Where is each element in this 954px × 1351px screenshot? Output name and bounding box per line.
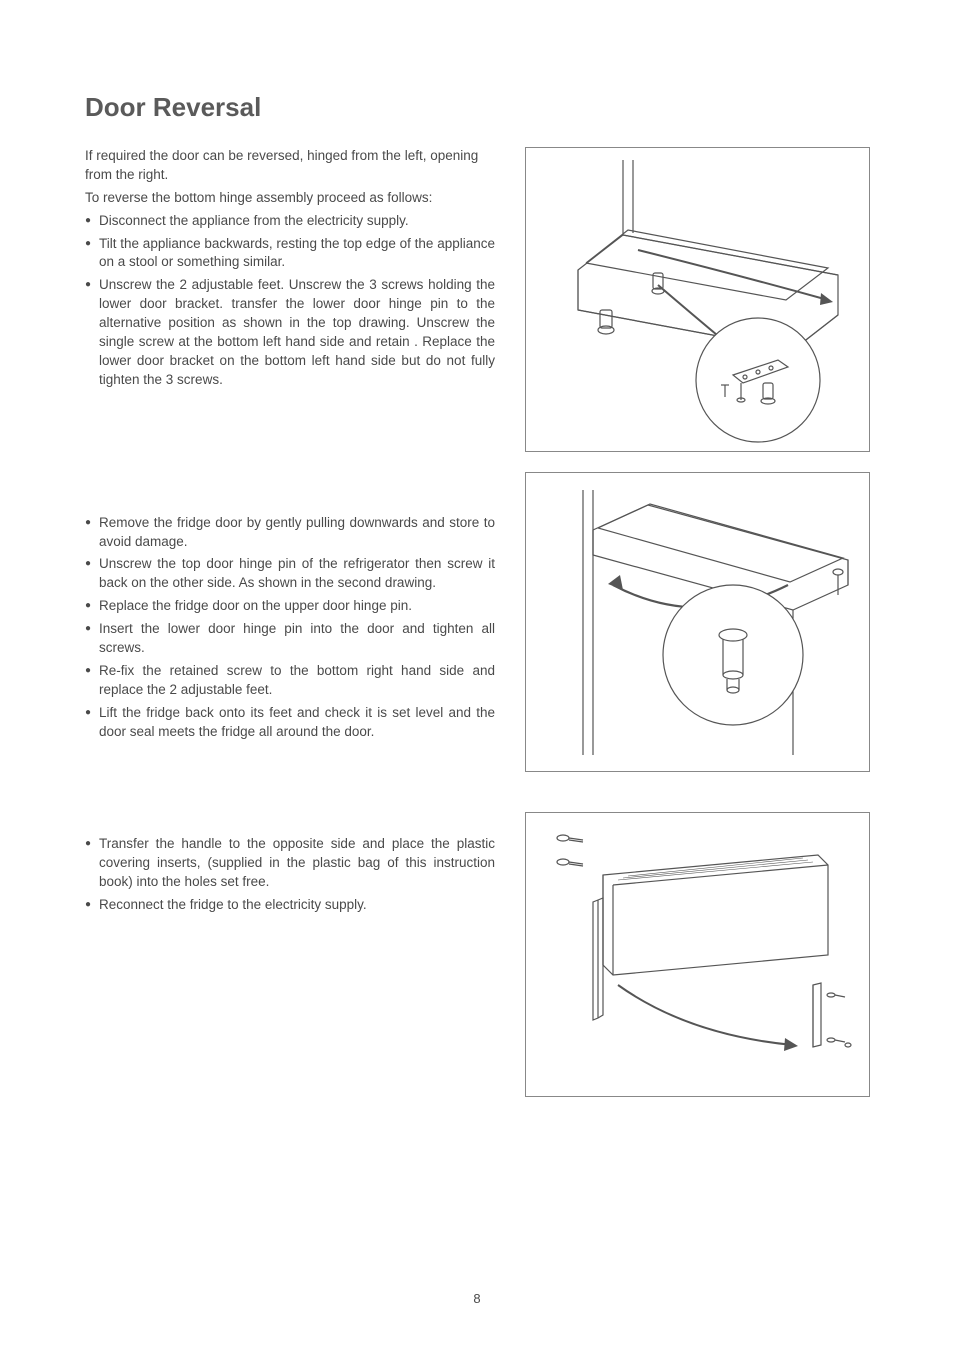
list-item: Unscrew the top door hinge pin of the re… [85,555,495,593]
content-area: If required the door can be reversed, hi… [85,147,869,1117]
left-column: If required the door can be reversed, hi… [85,147,495,1117]
bullet-list-3: Transfer the handle to the opposite side… [85,835,495,915]
figure-handle-transfer [525,812,870,1097]
bullet-list-2: Remove the fridge door by gently pulling… [85,514,495,742]
list-item: Reconnect the fridge to the electricity … [85,896,495,915]
list-item: Re-fix the retained screw to the bottom … [85,662,495,700]
page-title: Door Reversal [85,92,869,123]
list-item: Replace the fridge door on the upper doo… [85,597,495,616]
page-number: 8 [473,1291,480,1306]
bullet-list-1: Disconnect the appliance from the electr… [85,212,495,390]
list-item: Disconnect the appliance from the electr… [85,212,495,231]
intro-2: To reverse the bottom hinge assembly pro… [85,189,495,208]
list-item: Unscrew the 2 adjustable feet. Unscrew t… [85,276,495,389]
list-item: Tilt the appliance backwards, resting th… [85,235,495,273]
intro-1: If required the door can be reversed, hi… [85,147,495,185]
figure-top-hinge [525,472,870,772]
list-item: Insert the lower door hinge pin into the… [85,620,495,658]
right-column [525,147,870,1117]
list-item: Transfer the handle to the opposite side… [85,835,495,892]
list-item: Lift the fridge back onto its feet and c… [85,704,495,742]
figure-bottom-hinge [525,147,870,452]
list-item: Remove the fridge door by gently pulling… [85,514,495,552]
